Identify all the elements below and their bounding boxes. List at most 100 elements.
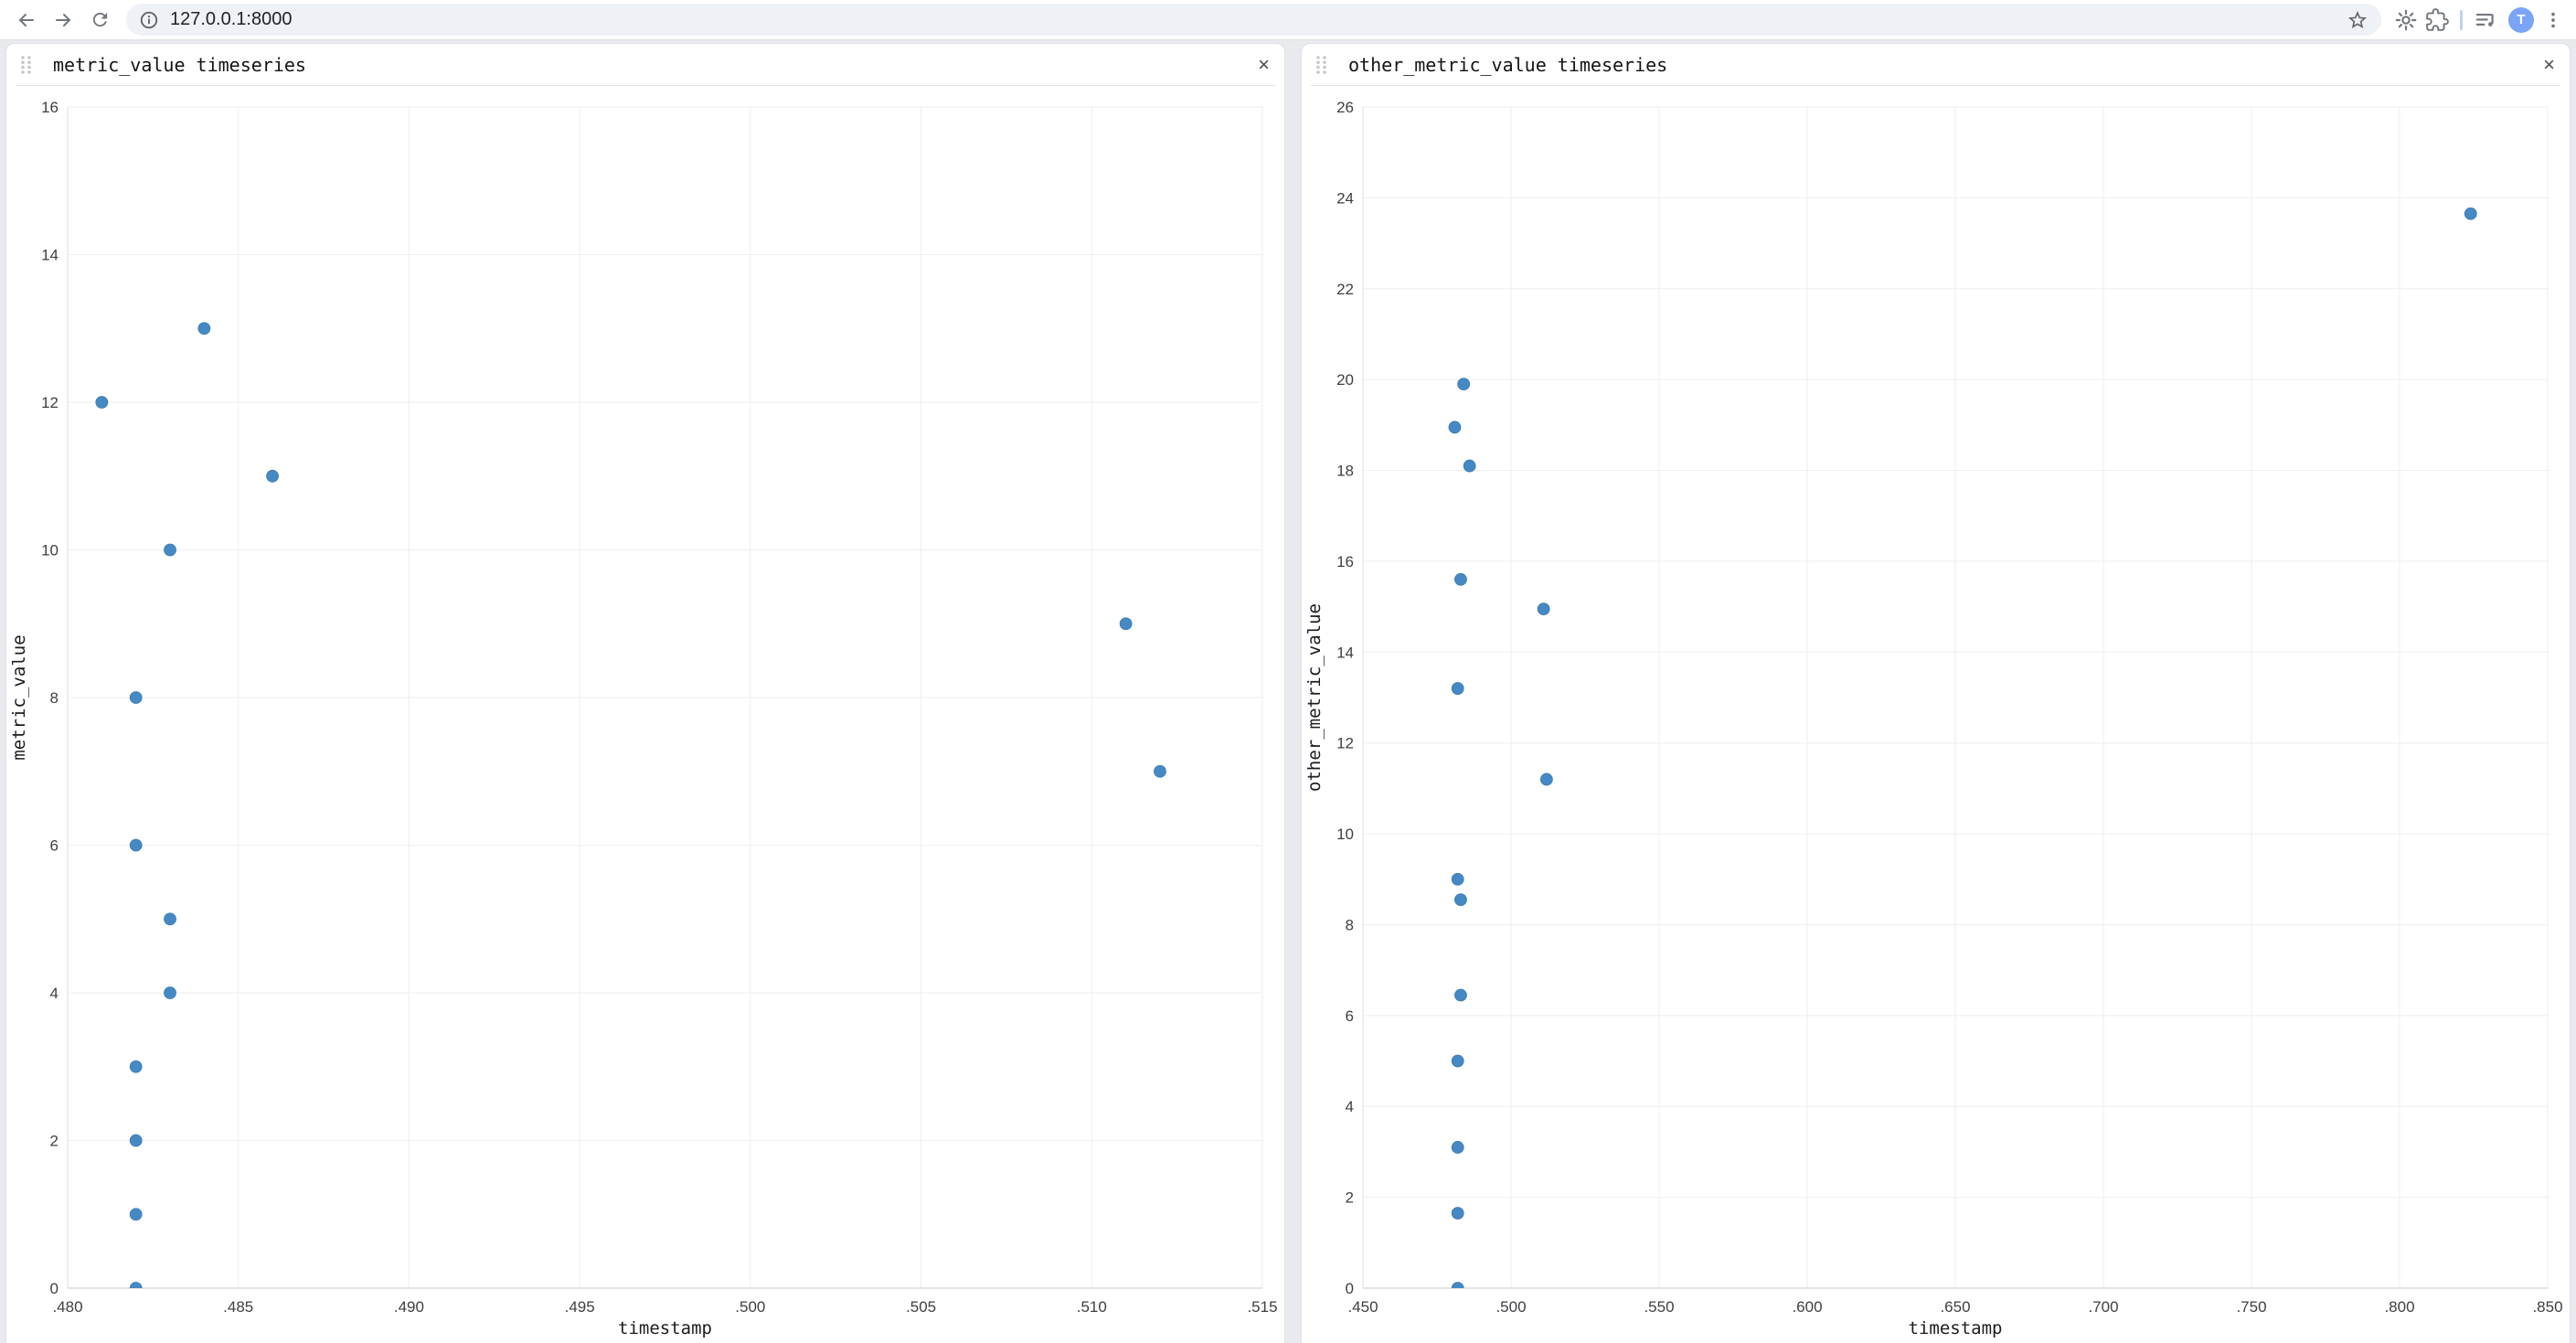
forward-arrow-icon [56,13,70,27]
x-tick-label: .490 [394,1298,424,1316]
data-point [1119,617,1133,631]
x-tick-label: .485 [223,1298,253,1316]
panel-metric-value: metric_value timeseries × 0 2 4 6 8 10 12 14 16.… [5,43,1285,1343]
x-tick-label: .505 [906,1298,936,1316]
y-tick-label: 14 [1336,644,1354,661]
header-divider [16,85,1275,86]
y-tick-label: 10 [1336,826,1354,843]
puzzle-icon [2426,7,2449,31]
scatter-chart-metric-value: 0 2 4 6 8 10 12 14 16 .480 .485 .490 .495 .500 .505 .51… [6,86,1284,1343]
panel-other-metric-value: other_metric_value timeseries × 0 2 4 6 8 10 1… [1301,43,2571,1343]
extensions-button[interactable] [2422,5,2453,36]
x-tick-label: .500 [735,1298,765,1316]
drag-handle-icon[interactable] [19,54,33,76]
site-info-icon[interactable] [139,10,159,30]
data-point [266,469,279,483]
data-point [1451,1207,1464,1220]
y-tick-label: 14 [41,247,59,264]
close-panel-button[interactable]: × [1258,52,1270,76]
reload-button[interactable] [84,5,115,36]
profile-avatar[interactable]: T [2508,6,2534,33]
y-tick-label: 4 [1346,1098,1354,1115]
x-tick-label: .515 [1247,1298,1277,1316]
reload-icon [92,12,107,27]
data-point [129,691,143,704]
data-point [129,838,143,852]
x-axis-label: timestamp [1909,1318,2003,1338]
y-tick-label: 26 [1336,99,1354,116]
x-tick-label: .550 [1644,1298,1674,1316]
y-tick-label: 12 [41,394,59,411]
bookmark-star-icon[interactable] [2347,9,2368,31]
y-tick-label: 0 [1346,1280,1354,1297]
y-tick-label: 22 [1336,281,1354,298]
browser-menu-button[interactable] [2541,5,2565,36]
x-tick-label: .480 [52,1298,82,1316]
data-point [1451,1141,1464,1154]
data-point [1539,773,1553,786]
panel-header: other_metric_value timeseries × [1302,44,2570,85]
data-point [129,1208,143,1221]
x-tick-label: .850 [2532,1298,2562,1316]
data-point [1454,572,1467,586]
back-arrow-icon [19,13,34,27]
sun-extension-button[interactable] [2390,5,2422,36]
data-point [95,396,109,409]
data-point [197,322,211,336]
x-tick-label: .495 [565,1298,595,1316]
x-axis-label: timestamp [618,1318,712,1338]
url-text[interactable]: 127.0.0.1:8000 [170,9,293,29]
data-point [1451,682,1464,695]
y-axis-label: other_metric_value [1304,603,1325,792]
data-point [164,986,176,999]
y-tick-label: 24 [1336,189,1354,207]
panel-title: metric_value timeseries [53,53,306,76]
toolbar-separator [2460,9,2463,30]
data-point [1457,378,1471,391]
drag-handle-icon[interactable] [1315,54,1328,76]
panel-header: metric_value timeseries × [6,44,1284,85]
x-tick-label: .800 [2384,1298,2414,1316]
dashboard: metric_value timeseries × 0 2 4 6 8 10 12 14 16.… [0,40,2576,1343]
y-tick-label: 0 [50,1280,59,1297]
y-tick-label: 4 [50,985,59,1002]
url-bar[interactable]: 127.0.0.1:8000 [126,4,2381,36]
x-tick-label: .600 [1792,1298,1822,1316]
close-panel-button[interactable]: × [2543,52,2555,76]
y-axis-label: metric_value [9,634,29,760]
y-tick-label: 16 [41,99,59,116]
data-point [164,543,176,557]
x-tick-label: .450 [1347,1298,1378,1316]
data-point [1451,872,1464,886]
data-point [1454,988,1467,1002]
data-point [1451,1282,1464,1288]
data-point [1454,893,1467,907]
y-tick-label: 10 [41,542,59,560]
x-tick-label: .700 [2088,1298,2118,1316]
data-point [129,1134,143,1147]
x-tick-label: .650 [1940,1298,1970,1316]
data-point [129,1060,143,1073]
header-divider [1311,85,2560,86]
panel-title: other_metric_value timeseries [1348,53,1668,76]
back-button[interactable] [11,5,42,36]
data-point [2464,207,2477,220]
data-point [1154,764,1166,778]
x-tick-label: .750 [2236,1298,2266,1316]
data-point [129,1282,143,1288]
kebab-menu-icon [2551,12,2555,27]
y-tick-label: 20 [1336,371,1354,389]
forward-button[interactable] [48,5,79,36]
y-tick-label: 6 [1346,1007,1354,1025]
x-tick-label: .500 [1496,1298,1526,1316]
data-point [164,912,176,926]
scatter-chart-other-metric-value: 0 2 4 6 8 10 12 14 16 18 20 22 24 26.450.500.550.600.… [1302,86,2570,1343]
y-tick-label: 2 [50,1133,59,1150]
x-tick-label: .510 [1077,1298,1107,1316]
y-tick-label: 6 [50,837,59,855]
y-tick-label: 18 [1336,463,1354,480]
browser-toolbar: 127.0.0.1:8000 T [0,0,2576,40]
data-point [1537,602,1550,615]
media-controls-button[interactable] [2470,5,2501,36]
sun-icon [2395,9,2417,30]
